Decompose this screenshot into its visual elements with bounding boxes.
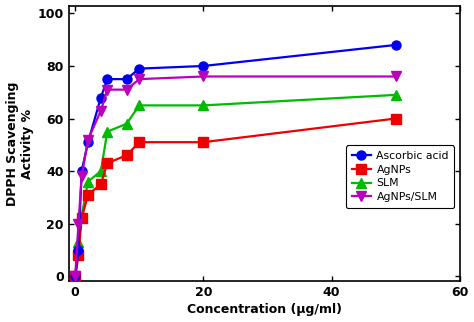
AgNPs/SLM — [73, 274, 78, 278]
AgNPs/SLM — [124, 88, 129, 91]
AgNPs — [75, 253, 81, 257]
AgNPs — [124, 153, 129, 157]
AgNPs/SLM — [201, 75, 206, 79]
AgNPs — [79, 216, 84, 220]
SLM — [393, 93, 399, 97]
AgNPs — [98, 182, 104, 186]
Ascorbic acid — [137, 67, 142, 71]
AgNPs — [104, 161, 110, 165]
Y-axis label: DPPH Scavenging
Activity %: DPPH Scavenging Activity % — [6, 81, 34, 206]
X-axis label: Concentration (μg/ml): Concentration (μg/ml) — [187, 303, 342, 317]
AgNPs — [73, 274, 78, 278]
SLM — [79, 214, 84, 218]
Ascorbic acid — [75, 248, 81, 252]
AgNPs — [201, 140, 206, 144]
Ascorbic acid — [73, 274, 78, 278]
SLM — [73, 274, 78, 278]
SLM — [75, 240, 81, 244]
Ascorbic acid — [79, 169, 84, 173]
Ascorbic acid — [85, 140, 91, 144]
AgNPs/SLM — [137, 77, 142, 81]
Line: SLM: SLM — [71, 90, 400, 281]
AgNPs/SLM — [98, 109, 104, 113]
AgNPs — [393, 117, 399, 120]
Ascorbic acid — [98, 96, 104, 99]
AgNPs/SLM — [85, 137, 91, 141]
Line: AgNPs: AgNPs — [71, 114, 400, 281]
AgNPs/SLM — [75, 222, 81, 225]
Legend: Ascorbic acid, AgNPs, SLM, AgNPs/SLM: Ascorbic acid, AgNPs, SLM, AgNPs/SLM — [346, 146, 455, 208]
AgNPs — [85, 193, 91, 197]
Ascorbic acid — [104, 77, 110, 81]
AgNPs/SLM — [104, 88, 110, 91]
Ascorbic acid — [201, 64, 206, 68]
SLM — [201, 103, 206, 107]
SLM — [98, 169, 104, 173]
Line: AgNPs/SLM: AgNPs/SLM — [71, 72, 400, 281]
AgNPs/SLM — [79, 175, 84, 178]
Ascorbic acid — [393, 43, 399, 47]
Line: Ascorbic acid: Ascorbic acid — [71, 41, 400, 281]
AgNPs — [137, 140, 142, 144]
AgNPs/SLM — [393, 75, 399, 79]
SLM — [85, 180, 91, 184]
SLM — [104, 130, 110, 134]
SLM — [137, 103, 142, 107]
Ascorbic acid — [124, 77, 129, 81]
SLM — [124, 122, 129, 126]
